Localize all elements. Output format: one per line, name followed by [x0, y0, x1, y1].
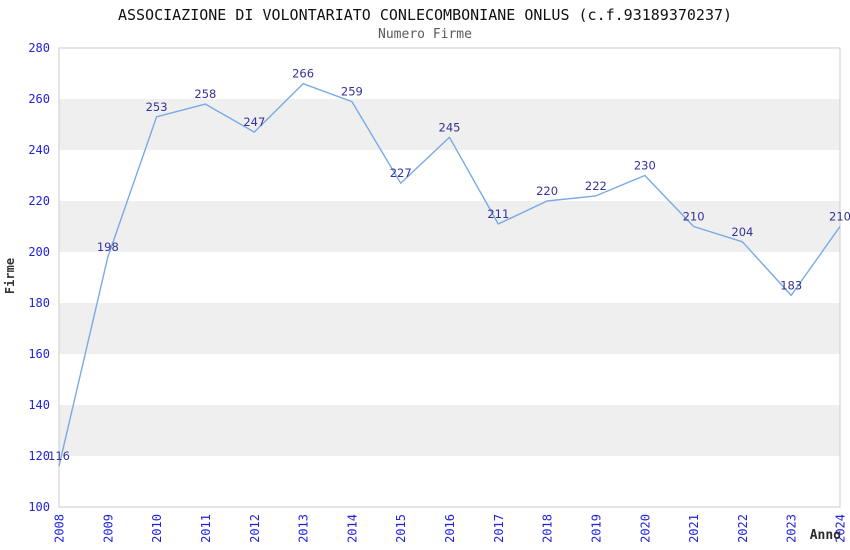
x-tick-label: 2021 — [687, 514, 701, 543]
x-axis-title: Anno — [809, 528, 841, 543]
grid-band — [59, 99, 840, 150]
x-tick-label: 2009 — [101, 514, 115, 543]
data-point-label: 211 — [487, 207, 509, 221]
x-tick-label: 2019 — [589, 514, 603, 543]
data-point-label: 183 — [780, 278, 802, 292]
chart-subtitle: Numero Firme — [378, 27, 472, 42]
grid-band — [59, 201, 840, 252]
y-tick-label: 180 — [28, 296, 50, 310]
chart-title: ASSOCIAZIONE DI VOLONTARIATO CONLECOMBON… — [117, 6, 733, 24]
x-tick-label: 2011 — [199, 514, 213, 543]
y-tick-label: 240 — [28, 143, 50, 157]
x-tick-label: 2024 — [834, 514, 848, 543]
x-tick-label: 2008 — [53, 514, 67, 543]
x-tick-label: 2020 — [638, 514, 652, 543]
x-tick-label: 2018 — [541, 514, 555, 543]
data-point-label: 253 — [146, 100, 168, 114]
x-tick-label: 2012 — [248, 514, 262, 543]
data-point-label: 245 — [439, 120, 461, 134]
x-tick-label: 2014 — [345, 514, 359, 543]
data-point-label: 230 — [634, 159, 656, 173]
y-tick-label: 120 — [28, 449, 50, 463]
data-point-label: 266 — [292, 67, 314, 81]
data-point-label: 198 — [97, 240, 119, 254]
series-line — [58, 82, 841, 467]
data-point-label: 259 — [341, 85, 363, 99]
x-tick-label: 2022 — [736, 514, 750, 543]
y-tick-label: 260 — [28, 92, 50, 106]
data-point-label: 227 — [390, 166, 412, 180]
data-point-label: 210 — [829, 210, 850, 224]
y-tick-label: 160 — [28, 347, 50, 361]
y-tick-label: 140 — [28, 398, 50, 412]
y-tick-label: 220 — [28, 194, 50, 208]
data-point-label: 116 — [48, 449, 70, 463]
data-point-label: 247 — [243, 115, 265, 129]
grid-band — [59, 303, 840, 354]
data-point-label: 210 — [683, 210, 705, 224]
y-tick-label: 280 — [28, 41, 50, 55]
x-tick-label: 2017 — [492, 514, 506, 543]
data-point-label: 220 — [536, 184, 558, 198]
data-point-label: 258 — [194, 87, 216, 101]
x-tick-label: 2023 — [785, 514, 799, 543]
data-point-label: 204 — [731, 225, 753, 239]
x-tick-label: 2013 — [297, 514, 311, 543]
data-point-label: 222 — [585, 179, 607, 193]
x-tick-label: 2015 — [394, 514, 408, 543]
plot-border — [58, 47, 841, 508]
y-tick-label: 100 — [28, 500, 50, 514]
x-tick-label: 2016 — [443, 514, 457, 543]
y-tick-label: 200 — [28, 245, 50, 259]
grid-band — [59, 405, 840, 456]
x-tick-label: 2010 — [150, 514, 164, 543]
